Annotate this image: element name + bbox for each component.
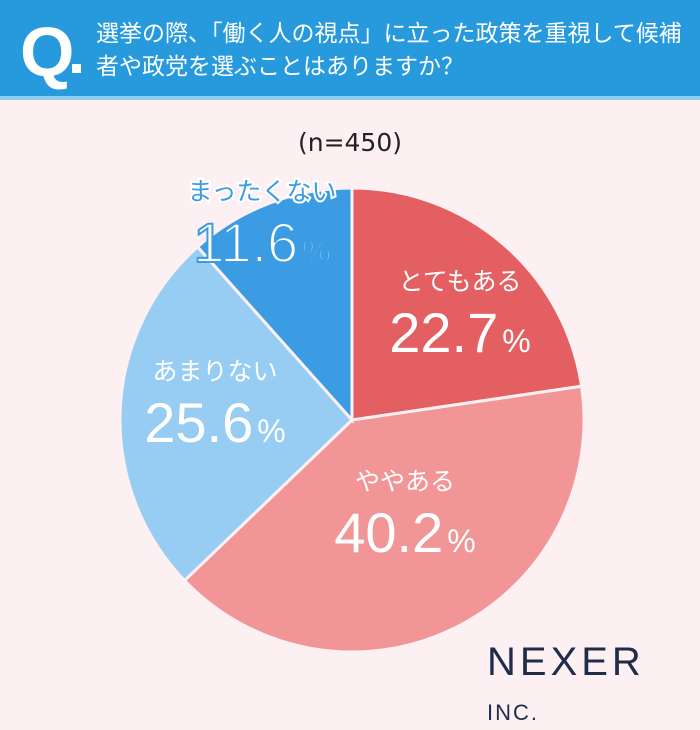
q-mark: Q <box>20 13 75 91</box>
pie-slice <box>182 384 586 654</box>
pie-slice <box>195 186 354 424</box>
nexer-logo: NEXER INC. <box>487 640 645 725</box>
sample-size: (n=450) <box>297 128 403 157</box>
slice-label: まったくない <box>187 177 336 206</box>
slice-label: あまりない <box>152 357 277 386</box>
q-dot <box>72 64 81 73</box>
question-text: 選挙の際、「働く人の視点」に立った政策を重視して候補者や政党を選ぶことはあります… <box>96 21 682 80</box>
question-header: Q 選挙の際、「働く人の視点」に立った政策を重視して候補者や政党を選ぶことはあり… <box>0 0 700 100</box>
slice-label: ややある <box>355 467 455 496</box>
pie-slice <box>350 186 584 422</box>
slice-label: とてもある <box>398 267 521 296</box>
pie-slice <box>118 244 355 583</box>
